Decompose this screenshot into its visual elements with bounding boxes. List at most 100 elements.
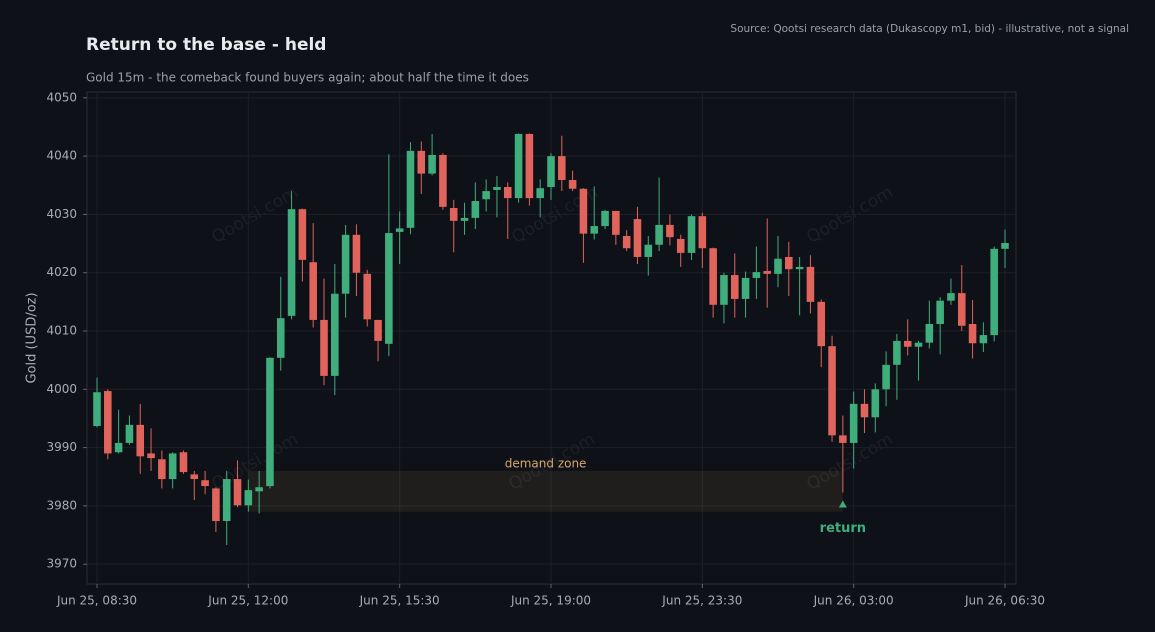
- candle-body: [179, 452, 188, 473]
- y-tick-label: 4010: [46, 324, 77, 338]
- zone-label: demand zone: [505, 456, 587, 470]
- x-tick-label: Jun 26, 06:30: [964, 594, 1045, 608]
- candle-body: [363, 273, 372, 320]
- candle-body: [590, 226, 599, 234]
- candle-body: [514, 133, 523, 199]
- candle-body: [352, 234, 361, 273]
- candle-body: [709, 248, 717, 305]
- candle-body: [633, 219, 642, 257]
- candle-body: [893, 340, 901, 365]
- y-tick-label: 4040: [46, 149, 77, 163]
- candle-body: [676, 238, 685, 253]
- candle-body: [925, 324, 934, 343]
- candle-body: [201, 480, 209, 487]
- candle-body: [957, 293, 966, 326]
- y-tick-label: 4020: [46, 265, 77, 279]
- candle-body: [374, 319, 382, 341]
- candle-body: [385, 233, 393, 344]
- candle-body: [568, 180, 577, 189]
- candle-body: [482, 191, 490, 200]
- candle-body: [947, 293, 955, 301]
- candle-body: [158, 459, 166, 480]
- candle-body: [903, 340, 912, 347]
- x-tick-label: Jun 25, 23:30: [661, 594, 742, 608]
- candle-body: [428, 154, 436, 174]
- candle-body: [406, 150, 415, 228]
- candle-body: [579, 188, 588, 234]
- candle-body: [763, 270, 771, 274]
- candle-body: [114, 442, 123, 453]
- candle-body: [395, 228, 404, 232]
- candle-body: [622, 235, 631, 249]
- candle-body: [136, 424, 145, 457]
- candle-body: [525, 133, 534, 199]
- candle-body: [309, 262, 317, 320]
- candle-body: [190, 474, 199, 480]
- candle-body: [741, 277, 750, 299]
- candle-body: [439, 154, 447, 207]
- candle-body: [449, 208, 458, 221]
- candle-body: [655, 224, 663, 245]
- x-tick-label: Jun 25, 08:30: [56, 594, 137, 608]
- y-tick-label: 4000: [46, 382, 77, 396]
- candle-body: [687, 216, 696, 253]
- y-tick-label: 3970: [46, 557, 77, 571]
- candle-body: [503, 187, 512, 199]
- candle-body: [493, 187, 501, 190]
- candle-body: [774, 258, 782, 274]
- annotation-label: return: [820, 521, 866, 536]
- candle-body: [276, 318, 285, 358]
- candle-body: [849, 403, 858, 443]
- demand-zone: [248, 470, 843, 512]
- annotation-arrow: [838, 500, 847, 508]
- candle-body: [828, 346, 836, 436]
- candle-body: [817, 301, 826, 347]
- candle-body: [839, 435, 847, 443]
- candle-body: [1001, 242, 1009, 249]
- candle-body: [417, 150, 426, 174]
- candle-body: [644, 244, 653, 257]
- candle-body: [720, 275, 728, 305]
- candle-body: [666, 224, 674, 238]
- candle-body: [298, 209, 307, 260]
- candle-body: [871, 389, 880, 418]
- candle-body: [752, 272, 761, 278]
- candle-body: [936, 300, 944, 325]
- candle-body: [547, 156, 555, 188]
- candle-body: [287, 209, 296, 316]
- chart-subtitle: Gold 15m - the comeback found buyers aga…: [86, 71, 529, 85]
- candle-body: [612, 210, 620, 235]
- candle-body: [233, 479, 242, 506]
- candle-body: [320, 319, 328, 376]
- candle-body: [979, 335, 988, 344]
- candle-body: [104, 391, 112, 454]
- candle-body: [460, 217, 469, 221]
- y-axis-label: Gold (USD/oz): [25, 292, 40, 383]
- candle-body: [212, 488, 220, 522]
- candle-body: [125, 424, 134, 443]
- x-tick-label: Jun 26, 03:00: [813, 594, 894, 608]
- candle-body: [471, 201, 480, 218]
- candle-body: [536, 188, 544, 199]
- y-tick-label: 4050: [46, 90, 77, 104]
- x-tick-label: Jun 25, 19:00: [510, 594, 591, 608]
- candle-body: [244, 490, 253, 506]
- candle-body: [341, 234, 350, 294]
- chart-title: Return to the base - held: [86, 35, 326, 55]
- candle-body: [698, 216, 707, 249]
- y-tick-label: 4030: [46, 207, 77, 221]
- candle-body: [730, 275, 739, 299]
- candle-body: [93, 392, 101, 427]
- x-tick-label: Jun 25, 15:30: [359, 594, 440, 608]
- y-tick-label: 3980: [46, 498, 77, 512]
- source-note: Source: Qootsi research data (Dukascopy …: [730, 23, 1129, 35]
- candle-body: [914, 342, 923, 347]
- candle-body: [168, 453, 177, 480]
- candle-body: [882, 364, 890, 390]
- candle-body: [795, 266, 804, 270]
- candle-body: [601, 210, 609, 227]
- candle-body: [255, 487, 263, 492]
- x-tick-label: Jun 25, 12:00: [207, 594, 288, 608]
- candle-body: [990, 248, 998, 336]
